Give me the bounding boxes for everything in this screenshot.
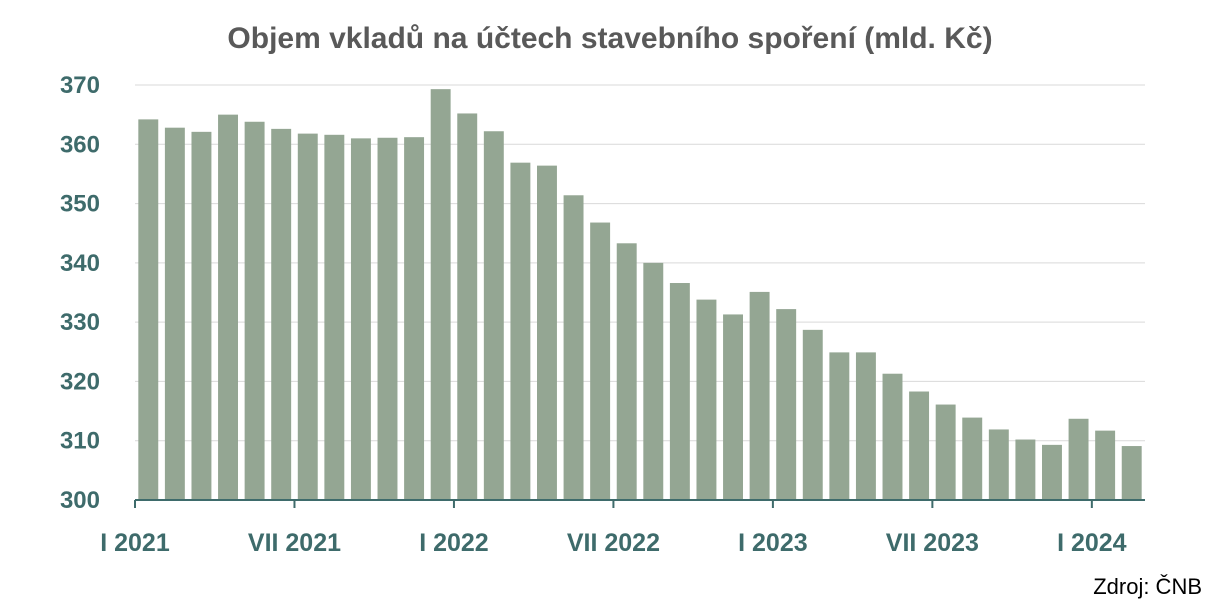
bar xyxy=(988,429,1009,500)
bar xyxy=(404,137,425,500)
bar xyxy=(563,195,584,500)
x-axis xyxy=(134,499,1145,508)
bar xyxy=(909,391,930,500)
bar xyxy=(1042,444,1062,500)
bar xyxy=(776,309,797,500)
bar xyxy=(537,165,557,500)
x-tick-label: VII 2023 xyxy=(886,529,979,557)
x-tick-label: I 2021 xyxy=(100,529,170,557)
bar xyxy=(935,404,956,500)
bar xyxy=(324,134,345,501)
x-tick-label: I 2024 xyxy=(1057,529,1127,557)
y-tick-label: 330 xyxy=(60,309,100,336)
y-tick-label: 340 xyxy=(60,250,100,277)
bar xyxy=(377,137,398,500)
bar xyxy=(191,131,212,501)
x-tick-label: I 2022 xyxy=(419,529,489,557)
bar xyxy=(590,222,611,501)
y-tick-label: 350 xyxy=(60,191,100,218)
bar-series xyxy=(138,89,1142,501)
bar xyxy=(430,89,451,501)
x-tick-label: VII 2022 xyxy=(567,529,660,557)
y-axis-tick-labels: 300 310 320 330 340 350 360 370 xyxy=(60,72,100,514)
bar xyxy=(1068,418,1089,500)
bar xyxy=(164,127,185,500)
y-tick-label: 370 xyxy=(60,72,100,99)
bar xyxy=(1015,439,1036,500)
bar xyxy=(723,314,743,500)
y-tick-label: 310 xyxy=(60,428,100,455)
x-axis-tick-labels: I 2021 VII 2021 I 2022 VII 2022 I 2023 VII 20… xyxy=(100,529,1126,557)
bar xyxy=(669,283,690,500)
bar xyxy=(483,131,504,500)
bar xyxy=(457,113,478,500)
bar xyxy=(855,352,876,500)
bar xyxy=(616,243,637,501)
bar xyxy=(749,291,770,500)
bar xyxy=(297,133,318,500)
bar xyxy=(962,417,983,500)
bar xyxy=(510,162,531,500)
bar xyxy=(882,373,903,500)
x-tick-label: VII 2021 xyxy=(248,529,341,557)
bar xyxy=(802,329,823,500)
bar xyxy=(1121,446,1142,500)
bar xyxy=(643,262,664,500)
bar xyxy=(138,119,159,500)
chart-title: Objem vkladů na účtech stavebního spořen… xyxy=(227,22,993,55)
y-tick-label: 320 xyxy=(60,368,100,395)
y-tick-label: 360 xyxy=(60,131,100,158)
bar xyxy=(271,128,292,500)
y-tick-label: 300 xyxy=(60,487,100,514)
source-note: Zdroj: ČNB xyxy=(1093,574,1202,599)
bar xyxy=(350,138,371,500)
bar xyxy=(218,114,238,501)
bar xyxy=(696,299,717,500)
x-tick-label: I 2023 xyxy=(738,529,808,557)
bar xyxy=(244,121,265,500)
bar xyxy=(829,352,850,500)
bar xyxy=(1095,430,1116,500)
